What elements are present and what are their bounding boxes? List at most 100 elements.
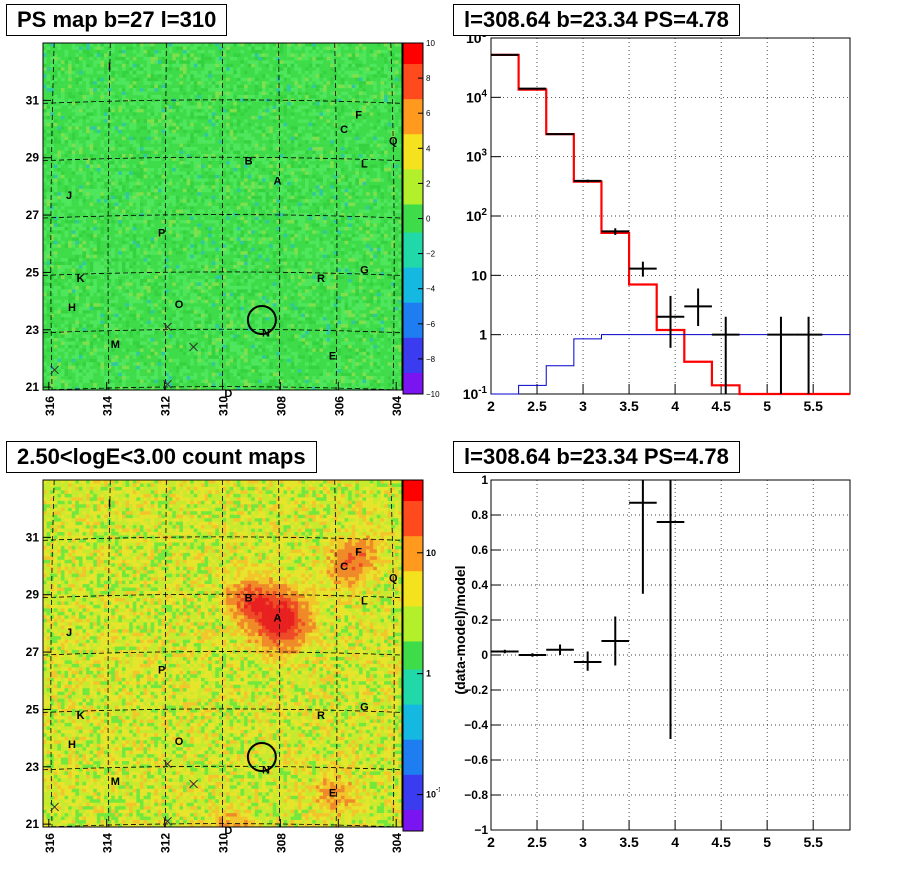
- source-label: L: [361, 595, 368, 607]
- source-label: R: [317, 273, 325, 285]
- y-tick-label: 25: [26, 265, 40, 279]
- colorbar-tick-label: −8: [426, 355, 436, 364]
- x-tick-label: 306: [332, 833, 346, 853]
- colorbar-tick-label: 1: [426, 669, 431, 679]
- y-tick-label: 27: [26, 645, 40, 659]
- source-label: J: [66, 627, 72, 639]
- source-label: P: [158, 664, 165, 676]
- residual-point: [574, 652, 602, 671]
- x-tick-label: 304: [390, 833, 404, 853]
- colorbar-tick-label: 10: [426, 39, 435, 48]
- y-tick-label: 10-1: [463, 385, 488, 402]
- colorbar-tick-label: 10-1: [426, 787, 440, 800]
- source-label: Q: [389, 136, 398, 148]
- y-tick-label: 31: [26, 93, 40, 107]
- source-label: J: [66, 190, 72, 202]
- source-label: G: [360, 702, 369, 714]
- y-tick-label: 0: [481, 648, 488, 662]
- x-tick-label: 3: [579, 834, 587, 850]
- x-tick-label: 316: [43, 833, 57, 853]
- y-tick-label: 21: [26, 380, 40, 394]
- source-label: K: [77, 710, 85, 722]
- x-tick-label: 306: [332, 396, 346, 416]
- residual-point: [491, 650, 519, 654]
- colorbar-tick-label: 8: [426, 74, 431, 83]
- x-tick-label: 2: [487, 398, 495, 414]
- data-point: [519, 88, 547, 89]
- colorbar-tick-label: −4: [426, 285, 436, 294]
- source-label: P: [158, 227, 165, 239]
- x-tick-label: 4.5: [711, 398, 731, 414]
- y-tick-label: 0.4: [471, 578, 488, 592]
- x-tick-label: 4: [671, 834, 679, 850]
- colorbar-tick-label: 6: [426, 109, 431, 118]
- y-tick-label: 104: [466, 88, 488, 105]
- data-point: [574, 180, 602, 183]
- data-point: [491, 54, 519, 55]
- source-label: H: [68, 739, 76, 751]
- x-tick-label: 314: [101, 833, 115, 853]
- x-tick-label: 5.5: [803, 398, 823, 414]
- y-tick-label: 10: [471, 267, 487, 283]
- y-tick-label: −1: [474, 823, 488, 837]
- x-tick-label: 3.5: [619, 834, 639, 850]
- x-tick-label: 308: [274, 833, 288, 853]
- data-point: [712, 317, 740, 394]
- source-label: E: [329, 351, 336, 363]
- residual-point: [629, 480, 657, 594]
- y-tick-label: 0.6: [471, 543, 488, 557]
- y-tick-label: 31: [26, 530, 40, 544]
- source-label: G: [360, 265, 369, 277]
- spectrum-chart: 22.533.544.555.510-1110102103104105: [449, 0, 898, 435]
- source-label: M: [111, 776, 120, 788]
- spectrum-title: l=308.64 b=23.34 PS=4.78: [453, 4, 740, 36]
- x-tick-label: 4: [671, 398, 679, 414]
- source-label: D: [224, 825, 232, 837]
- y-tick-label: 25: [26, 702, 40, 716]
- y-tick-label: −0.4: [464, 718, 488, 732]
- colorbar-tick-label: −2: [426, 250, 436, 259]
- source-label: K: [77, 273, 85, 285]
- colorbar-tick-label: −10: [426, 390, 440, 399]
- colorbar: [403, 480, 423, 832]
- data-point: [657, 296, 685, 348]
- x-tick-label: 2.5: [527, 398, 547, 414]
- source-label: B: [245, 156, 253, 168]
- colorbar-tick-label: 0: [426, 215, 431, 224]
- y-tick-label: −0.8: [464, 788, 488, 802]
- y-tick-label: 0.2: [471, 613, 488, 627]
- data-point: [546, 134, 574, 135]
- y-tick-label: 103: [466, 148, 488, 165]
- source-label: D: [224, 388, 232, 400]
- source-label: R: [317, 710, 325, 722]
- y-tick-label: 27: [26, 208, 40, 222]
- data-point: [795, 317, 823, 394]
- y-tick-label: 0.8: [471, 508, 488, 522]
- residual-point: [519, 653, 547, 657]
- source-label: O: [175, 299, 184, 311]
- source-label: F: [355, 547, 362, 559]
- colorbar-tick-label: 2: [426, 179, 431, 188]
- y-tick-label: 29: [26, 151, 40, 165]
- source-label: M: [111, 339, 120, 351]
- y-tick-label: 23: [26, 760, 40, 774]
- residual-title: l=308.64 b=23.34 PS=4.78: [453, 441, 740, 473]
- y-axis-label: (data-model)/model: [452, 565, 468, 694]
- spectrum-panel: 22.533.544.555.510-1110102103104105: [449, 0, 898, 435]
- x-tick-label: 312: [159, 396, 173, 416]
- y-tick-label: 102: [466, 207, 488, 224]
- x-tick-label: 3.5: [619, 398, 639, 414]
- data-point: [767, 317, 795, 394]
- y-tick-label: 1: [479, 327, 487, 343]
- source-label: A: [274, 176, 282, 188]
- x-tick-label: 312: [159, 833, 173, 853]
- count-map-title: 2.50<logE<3.00 count maps: [6, 441, 317, 473]
- x-tick-label: 316: [43, 396, 57, 416]
- source-label: O: [175, 736, 184, 748]
